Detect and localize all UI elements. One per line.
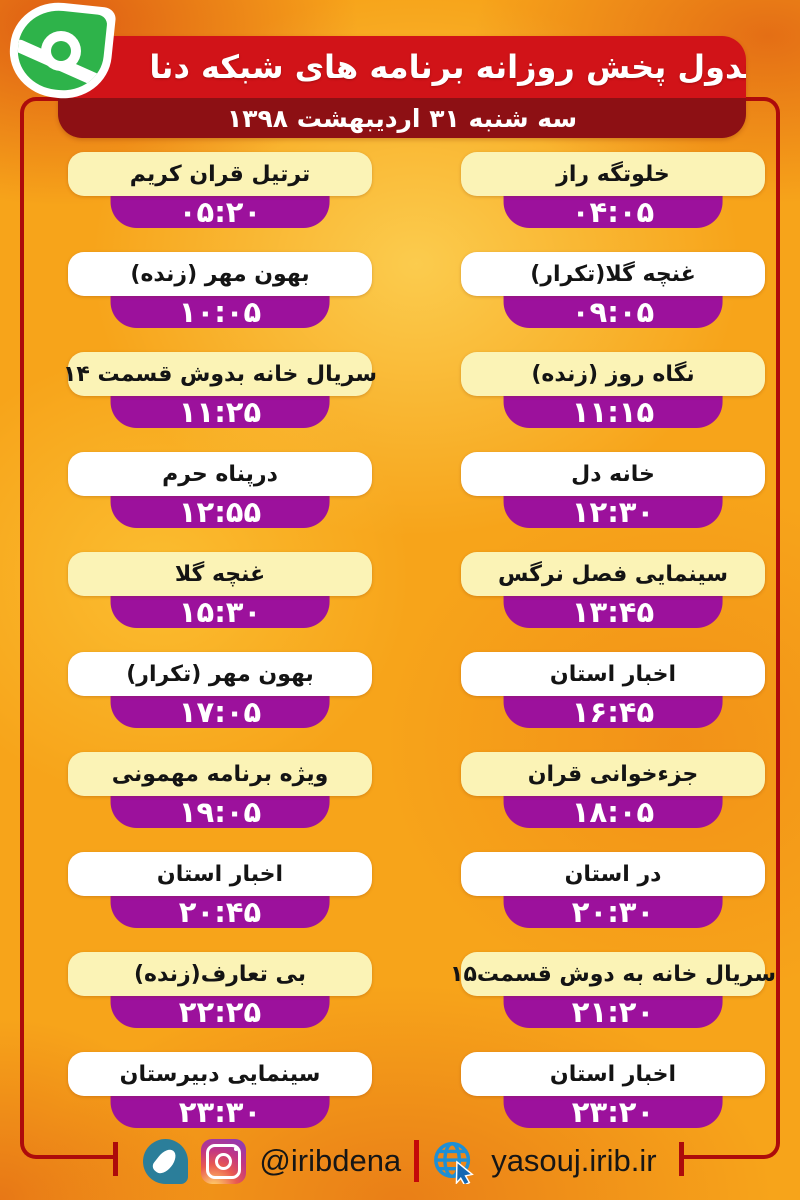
logo-ring-core bbox=[51, 41, 71, 61]
instagram-lens bbox=[215, 1152, 233, 1170]
program-name: سریال خانه به دوش قسمت۱۵ bbox=[450, 952, 776, 996]
program-name: خلوتگه راز bbox=[461, 152, 765, 196]
footer: @iribdena yasouj.irib.ir bbox=[118, 1136, 682, 1186]
schedule-cell-right-1: خلوتگه راز ۰۴:۰۵ bbox=[461, 152, 765, 228]
schedule-column-right: خلوتگه راز ۰۴:۰۵ غنچه گلا(تکرار) ۰۹:۰۵ نگاه … bbox=[450, 152, 776, 1128]
program-name: بهون مهر (زنده) bbox=[68, 252, 372, 296]
schedule-cell-right-4: خانه دل ۱۲:۳۰ bbox=[461, 452, 765, 528]
schedule-date: سه شنبه ۳۱ اردیبهشت ۱۳۹۸ bbox=[226, 103, 578, 133]
soroush-swoosh bbox=[150, 1145, 181, 1177]
schedule-cell-right-7: جزءخوانی قران ۱۸:۰۵ bbox=[461, 752, 765, 828]
instagram-icon bbox=[201, 1138, 247, 1184]
schedule-cell-left-8: اخبار استان ۲۰:۴۵ bbox=[68, 852, 372, 928]
schedule-cell-right-5: سینمایی فصل نرگس ۱۳:۴۵ bbox=[461, 552, 765, 628]
instagram-frame bbox=[206, 1143, 242, 1179]
frame-endcap-left bbox=[113, 1142, 118, 1176]
logo-ring bbox=[41, 31, 81, 71]
dena-channel-logo bbox=[5, 0, 117, 104]
page-title: جدول پخش روزانه برنامه های شبکه دنا bbox=[149, 48, 746, 86]
header-date-band: سه شنبه ۳۱ اردیبهشت ۱۳۹۸ bbox=[58, 98, 746, 138]
header: جدول پخش روزانه برنامه های شبکه دنا سه ش… bbox=[58, 36, 746, 138]
schedule-cell-left-2: بهون مهر (زنده) ۱۰:۰۵ bbox=[68, 252, 372, 328]
schedule-cell-right-8: در استان ۲۰:۳۰ bbox=[461, 852, 765, 928]
program-name: جزءخوانی قران bbox=[461, 752, 765, 796]
schedule-cell-left-6: بهون مهر (تکرار) ۱۷:۰۵ bbox=[68, 652, 372, 728]
program-name: اخبار استان bbox=[68, 852, 372, 896]
instagram-dot bbox=[234, 1146, 239, 1151]
schedule-cell-left-7: ویژه برنامه مهمونی ۱۹:۰۵ bbox=[68, 752, 372, 828]
program-name: اخبار استان bbox=[461, 1052, 765, 1096]
website-url: yasouj.irib.ir bbox=[491, 1143, 657, 1178]
instagram-handle: @iribdena bbox=[259, 1143, 402, 1178]
frame-endcap-right bbox=[679, 1142, 684, 1176]
program-name: خانه دل bbox=[461, 452, 765, 496]
program-name: سینمایی فصل نرگس bbox=[461, 552, 765, 596]
footer-divider bbox=[414, 1140, 420, 1182]
program-name: ترتیل قران کریم bbox=[68, 152, 372, 196]
program-name: غنچه گلا(تکرار) bbox=[461, 252, 765, 296]
program-name: درپناه حرم bbox=[68, 452, 372, 496]
schedule-cell-right-10: اخبار استان ۲۳:۲۰ bbox=[461, 1052, 765, 1128]
schedule-cell-left-10: سینمایی دبیرستان ۲۳:۳۰ bbox=[68, 1052, 372, 1128]
globe-cursor-icon bbox=[434, 1142, 475, 1184]
program-name: بی تعارف(زنده) bbox=[68, 952, 372, 996]
schedule-cell-left-3: سریال خانه بدوش قسمت ۱۴ ۱۱:۲۵ bbox=[63, 352, 377, 428]
program-name: سریال خانه بدوش قسمت ۱۴ bbox=[63, 352, 377, 396]
program-name: ویژه برنامه مهمونی bbox=[68, 752, 372, 796]
schedule-cell-left-5: غنچه گلا ۱۵:۳۰ bbox=[68, 552, 372, 628]
schedule-cell-right-3: نگاه روز (زنده) ۱۱:۱۵ bbox=[461, 352, 765, 428]
program-name: غنچه گلا bbox=[68, 552, 372, 596]
header-title-band: جدول پخش روزانه برنامه های شبکه دنا bbox=[58, 36, 746, 98]
program-name: نگاه روز (زنده) bbox=[461, 352, 765, 396]
schedule-column-left: ترتیل قران کریم ۰۵:۲۰ بهون مهر (زنده) ۱۰:۰۵… bbox=[63, 152, 377, 1128]
program-name: سینمایی دبیرستان bbox=[68, 1052, 372, 1096]
program-name: بهون مهر (تکرار) bbox=[68, 652, 372, 696]
schedule-cell-right-6: اخبار استان ۱۶:۴۵ bbox=[461, 652, 765, 728]
soroush-messenger-icon bbox=[143, 1138, 189, 1184]
schedule-cell-left-9: بی تعارف(زنده) ۲۲:۲۵ bbox=[68, 952, 372, 1028]
schedule-cell-left-1: ترتیل قران کریم ۰۵:۲۰ bbox=[68, 152, 372, 228]
schedule-cell-right-9: سریال خانه به دوش قسمت۱۵ ۲۱:۲۰ bbox=[450, 952, 776, 1028]
program-name: اخبار استان bbox=[461, 652, 765, 696]
schedule-cell-right-2: غنچه گلا(تکرار) ۰۹:۰۵ bbox=[461, 252, 765, 328]
program-name: در استان bbox=[461, 852, 765, 896]
schedule-cell-left-4: درپناه حرم ۱۲:۵۵ bbox=[68, 452, 372, 528]
